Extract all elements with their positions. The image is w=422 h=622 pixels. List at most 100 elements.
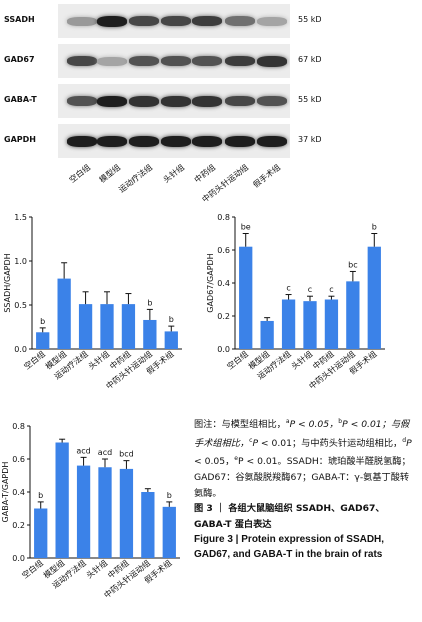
y-tick-label: 0.6 xyxy=(12,455,25,464)
category-label: 头针组 xyxy=(84,558,109,581)
blot-lane-label: 假手术组 xyxy=(251,162,283,190)
caption-sup: d xyxy=(402,436,407,444)
bar xyxy=(57,278,71,349)
y-tick-label: 0.4 xyxy=(217,279,230,288)
bar-annotation: b xyxy=(40,317,45,326)
y-tick-label: 0.8 xyxy=(12,422,25,431)
blot-strip xyxy=(58,84,290,118)
blot-row-label: SSADH xyxy=(4,15,35,24)
y-tick-label: 0.5 xyxy=(14,301,27,310)
blot-lane-label: 运动疗法组 xyxy=(117,162,155,195)
bar-annotation: c xyxy=(329,285,333,294)
y-tick-label: 0.8 xyxy=(217,213,230,222)
caption-text: 0.05， xyxy=(204,456,235,468)
blot-band xyxy=(192,56,222,66)
bar xyxy=(164,331,178,349)
caption-sup: a xyxy=(285,418,290,425)
bar-annotation: c xyxy=(308,285,312,294)
blot-band xyxy=(129,135,159,147)
blot-band xyxy=(129,95,159,107)
blot-band xyxy=(192,135,222,147)
bar xyxy=(36,332,50,349)
blot-band xyxy=(97,56,127,66)
chart-group: 0.00.20.40.60.8GAD67/GAPDHbe空白组模型组c运动疗法组… xyxy=(206,213,385,391)
y-tick-label: 1.0 xyxy=(14,257,27,266)
y-tick-label: 0.0 xyxy=(12,554,25,563)
blot-band xyxy=(161,95,191,107)
blot-band xyxy=(192,95,222,107)
caption-text: 0.01；与中药头针运动组相比， xyxy=(271,437,403,449)
blot-row-label: GAD67 xyxy=(4,55,35,64)
bar xyxy=(76,465,91,558)
blot-band xyxy=(67,96,97,106)
bar-annotation: acd xyxy=(98,448,112,457)
category-label: 头针组 xyxy=(86,349,111,372)
figure-caption: 图注：与模型组相比，aP < 0.05，bP < 0.01；与假手术组相比，cP… xyxy=(194,414,416,562)
bar xyxy=(100,304,114,349)
bar xyxy=(260,320,274,349)
blot-strip xyxy=(58,4,290,38)
caption-title-en: Figure 3 | Protein expression of SSADH, … xyxy=(194,534,385,561)
blot-size-label: 55 kD xyxy=(298,95,322,104)
bar xyxy=(119,468,134,558)
caption-text: P < xyxy=(252,437,269,449)
blot-band xyxy=(97,135,127,147)
blot-row-label: GAPDH xyxy=(4,135,36,144)
blot-band xyxy=(161,135,191,147)
bar xyxy=(281,299,296,349)
y-tick-label: 0.4 xyxy=(12,488,25,497)
y-tick-label: 0.0 xyxy=(217,345,230,354)
bar xyxy=(34,508,48,558)
y-axis-label: GAD67/GAPDH xyxy=(206,253,215,312)
blot-band xyxy=(97,95,127,107)
chart-group: 0.00.51.01.5SSADH/GAPDHb空白组模型组运动疗法组头针组中药… xyxy=(3,213,182,391)
bar xyxy=(141,492,155,558)
western-blot-panel: SSADH 55 kD GAD67 67 kD GABA-T 55 kD GAPDH 37 k… xyxy=(0,0,422,204)
blot-band xyxy=(67,56,97,66)
bar-annotation: c xyxy=(286,284,290,293)
blot-band xyxy=(257,55,287,67)
y-tick-label: 1.5 xyxy=(14,213,27,222)
bar xyxy=(121,304,136,349)
bar xyxy=(98,467,112,558)
blot-band xyxy=(161,16,191,26)
bar xyxy=(324,299,339,349)
blot-size-label: 55 kD xyxy=(298,15,322,24)
blot-row-label: GABA-T xyxy=(4,95,37,104)
blot-band xyxy=(161,56,191,66)
chart-svg: 0.00.51.01.5SSADH/GAPDHb空白组模型组运动疗法组头针组中药… xyxy=(3,213,182,391)
blot-band xyxy=(225,56,255,66)
caption-text: P < 0.01。SSADH：琥珀酸半醛脱氢酶；GAD67：谷氨酸脱羧酶67；G… xyxy=(194,456,411,499)
bar xyxy=(143,319,157,349)
bar xyxy=(367,246,381,349)
ssadh-bar-chart: 0.0 0.5 1.0 1.5 SSADH/GAPDH b 空白组 模型组 运动疗法组 头针组 中药… xyxy=(0,205,200,405)
bar xyxy=(162,506,176,558)
blot-lane-label: 头针组 xyxy=(161,162,187,185)
caption-text: P < xyxy=(194,437,412,468)
blot-band xyxy=(257,96,287,106)
bar-annotation: b xyxy=(38,491,43,500)
caption-title-cn: 图 3 ｜ 各组大鼠脑组织 SSADH、GAD67、GABA-T 蛋白表达 xyxy=(194,503,385,530)
gabat-bar-chart: 0.0 0.2 0.4 0.6 0.8 GABA-T/GAPDH b 空白组 模型组 acd 运动疗… xyxy=(0,418,192,622)
blot-band xyxy=(97,15,127,27)
blot-size-label: 67 kD xyxy=(298,55,322,64)
blot-band xyxy=(192,16,222,26)
category-label: 头针组 xyxy=(289,349,314,372)
bar-annotation: b xyxy=(372,223,377,232)
blot-band xyxy=(225,96,255,106)
bar-annotation: b xyxy=(167,491,172,500)
blot-band xyxy=(225,135,255,147)
bar-annotation: bc xyxy=(348,260,357,269)
bar-annotation: bcd xyxy=(119,450,134,459)
bar-annotation: be xyxy=(241,223,251,232)
blot-band xyxy=(129,56,159,66)
bar xyxy=(346,281,360,349)
blot-strip xyxy=(58,44,290,78)
caption-notes: 图注：与模型组相比，aP < 0.05，bP < 0.01；与假手术组相比，cP… xyxy=(194,414,416,501)
caption-text: P < 0.01；与假手术组相比， xyxy=(194,419,410,449)
chart-svg: 0.00.20.40.60.8GAD67/GAPDHbe空白组模型组c运动疗法组… xyxy=(206,213,385,391)
caption-sup: e xyxy=(234,455,238,463)
caption-sup: c xyxy=(249,436,253,444)
caption-sup: b xyxy=(338,418,343,425)
